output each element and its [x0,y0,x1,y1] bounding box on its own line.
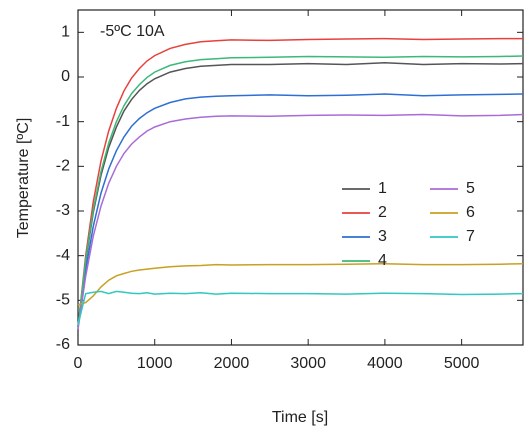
legend-label: 1 [378,180,387,197]
legend-label: 6 [466,204,475,221]
y-axis-label: Temperature [ºC] [15,118,32,239]
series-line [77,262,524,306]
x-tick-label: 3000 [290,355,326,372]
x-tick-label: 0 [74,355,83,372]
x-tick-label: 2000 [214,355,250,372]
annotation: -5ºC 10A [100,23,165,40]
legend-label: 5 [466,180,475,197]
series-line [77,55,524,328]
y-tick-label: 0 [61,68,70,85]
x-tick-label: 5000 [444,355,480,372]
y-tick-label: -5 [56,292,70,309]
series-line [77,290,524,326]
legend-label: 3 [378,228,387,245]
y-tick-label: -1 [56,113,70,130]
x-tick-label: 4000 [367,355,403,372]
y-tick-label: -2 [56,158,70,175]
series-line [77,61,524,328]
series-line [77,37,523,328]
legend-label: 7 [466,228,475,245]
x-axis-label: Time [s] [272,409,328,426]
y-tick-label: -6 [56,336,70,353]
legend-label: 4 [378,252,387,269]
y-tick-label: -3 [56,202,70,219]
series-line [77,93,524,328]
series-line [77,113,524,330]
y-tick-label: 1 [61,24,70,41]
plot-frame [77,9,524,346]
y-tick-label: -4 [56,247,70,264]
legend-label: 2 [378,204,387,221]
x-tick-label: 1000 [137,355,173,372]
